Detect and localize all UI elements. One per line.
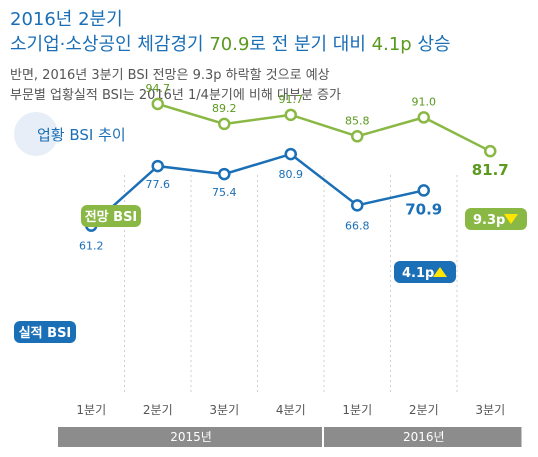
data-label: 61.2 [79,240,104,253]
x-tick-label: 2분기 [409,403,439,417]
data-label: 70.9 [405,200,442,218]
subtitle-sector: 부문별 업황실적 BSI는 2016년 1/4분기에 비해 대부분 증가 [10,88,341,103]
headline-value-bsi: 70.9 [209,34,250,55]
x-tick-label: 1분기 [342,403,372,417]
legend-forecast-box [81,205,141,227]
page-title: 2016년 2분기 [10,9,123,30]
annotation-forecast-change-box [465,208,527,230]
headline-mid: 로 전 분기 대비 [249,34,372,55]
data-point [351,199,364,212]
data-point [151,97,164,111]
series-line [157,102,491,153]
annotation-forecast-change-text: 9.3p [473,213,505,228]
x-tick-label: 4분기 [276,403,306,417]
data-point [417,184,430,197]
headline-prefix: 소기업·소상공인 체감경기 [10,34,210,55]
x-tick-label: 3분기 [209,403,239,417]
annotation-actual-change-text: 4.1p [402,266,434,281]
data-label: 81.7 [472,161,509,179]
arrow-up-icon [433,267,447,277]
data-point [417,111,430,124]
arrow-down-icon [504,214,518,224]
data-point [484,144,497,158]
data-label: 94.7 [146,82,171,95]
data-point [218,167,231,181]
data-label: 80.9 [279,168,304,181]
data-label: 91.7 [279,93,304,106]
year-label: 2016년 [403,430,445,444]
data-point [284,147,297,161]
legend-actual-box [14,321,76,343]
data-point [351,130,364,143]
data-point [284,108,297,122]
section-bubble [14,112,58,156]
x-tick-label: 3분기 [475,403,505,417]
series-line [90,152,425,227]
year-label: 2015년 [170,430,212,444]
subtitle-forecast: 반면, 2016년 3분기 BSI 전망은 9.3p 하락할 것으로 예상 [10,68,330,83]
data-point [151,159,164,173]
section-header: 업황 BSI 추이 [0,112,190,156]
data-label: 85.8 [345,114,370,127]
data-point [218,117,231,131]
x-tick-label: 2분기 [143,403,173,417]
data-label: 89.2 [212,102,237,115]
data-label: 77.6 [146,178,171,191]
headline-value-change: 4.1p [371,34,412,55]
legend-actual-text: 실적 BSI [19,325,72,341]
x-tick-label: 1분기 [76,403,106,417]
year-band [324,427,522,447]
section-label: 업황 BSI 추이 [37,126,126,144]
headline-suffix: 상승 [411,34,451,55]
page-headline: 소기업·소상공인 체감경기 70.9로 전 분기 대비 4.1p 상승 [10,30,451,56]
year-band [58,427,322,447]
data-label: 66.8 [345,219,370,232]
legend-forecast-text: 전망 BSI [85,209,138,225]
data-label: 91.0 [412,95,437,108]
data-label: 75.4 [212,186,237,199]
annotation-actual-change-box [394,261,456,283]
